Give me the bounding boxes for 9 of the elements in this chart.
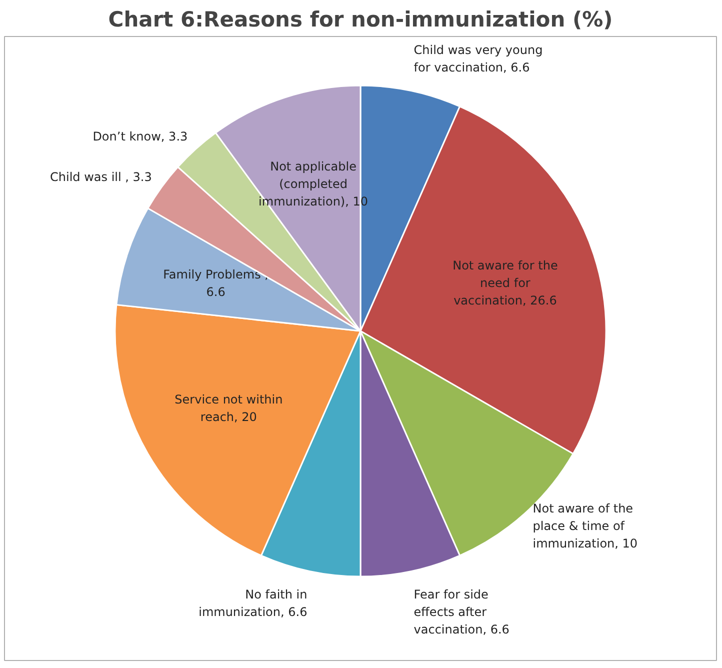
- data-label: Child was very young for vaccination, 6.6: [414, 43, 543, 75]
- data-label: Fear for side effects after vaccination, 6.6: [414, 587, 510, 636]
- data-label: Service not within reach, 20: [174, 392, 283, 424]
- data-label: No faith in immunization, 6.6: [198, 587, 308, 619]
- data-label: Don’t know, 3.3: [92, 130, 188, 144]
- chart-title: Chart 6:Reasons for non-immunization (%): [108, 8, 613, 32]
- data-label: Not aware of the place & time of immunization, 10: [532, 502, 638, 551]
- data-label: Child was ill , 3.3: [50, 170, 152, 184]
- data-label: Not aware for the need for vaccination, 26.6: [452, 258, 558, 308]
